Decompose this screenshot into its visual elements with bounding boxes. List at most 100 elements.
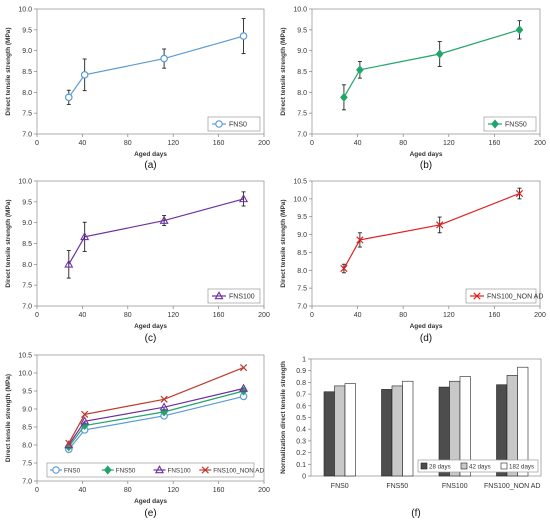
- x-tick-label: 160: [489, 312, 501, 319]
- series-fns100-non-ad: [65, 363, 248, 447]
- series-line: [68, 387, 244, 446]
- data-point: [159, 215, 169, 224]
- series-fns100-non-ad: [340, 187, 524, 274]
- data-point: [515, 25, 524, 35]
- marker-stroke: [473, 292, 481, 300]
- y-tick-label: 7.0: [22, 304, 32, 311]
- y-axis-title: Direct tensile strength (MPa): [280, 27, 287, 115]
- marker-stroke: [436, 221, 444, 229]
- y-tick-label: 7.0: [297, 132, 307, 139]
- data-point: [160, 407, 168, 417]
- legend-label: FNS100: [229, 294, 255, 301]
- y-tick-label: 8.5: [22, 69, 32, 76]
- data-point: [160, 54, 168, 63]
- y-tick-label: 0.3: [296, 438, 306, 445]
- data-point: [239, 32, 248, 40]
- y-tick-label: 8.0: [297, 268, 307, 275]
- data-point: [340, 92, 348, 102]
- legend-label: FNS100: [168, 468, 192, 475]
- x-tick-label: 200: [258, 140, 270, 147]
- chart-panel-a: 7.0 7.5 8.0 8.5 9.0 9.5 10.0 Direct tensile str…: [5, 7, 270, 172]
- x-tick-label: 40: [79, 487, 87, 494]
- y-tick-label: 9.0: [22, 220, 32, 227]
- legend-swatch-marker: [103, 465, 112, 475]
- legend-box: [46, 462, 255, 478]
- series-line: [68, 390, 244, 448]
- legend-label: FNS100_NON AD: [213, 468, 264, 475]
- data-point: [64, 93, 73, 102]
- data-point: [356, 65, 364, 75]
- y-tick-label: 7.5: [22, 111, 32, 118]
- chart-panel-f: 0 0.1 0.2 0.3 0.4 0.5 0.6 0.7 0.8 0.9 1 Normalizati…: [280, 357, 542, 519]
- x-tick-label: 0: [35, 487, 39, 494]
- series-fns100: [64, 191, 249, 279]
- y-tick-label: 10.5: [293, 179, 307, 186]
- x-category-label: FNS100: [442, 483, 468, 490]
- data-point: [81, 410, 89, 419]
- x-category-label: FNS0: [331, 483, 349, 490]
- legend-swatch-marker: [214, 291, 224, 300]
- bar-182-days: [517, 366, 529, 477]
- y-tick-label: 7.0: [297, 304, 307, 311]
- y-tick-label: 7.5: [297, 111, 307, 118]
- y-tick-label: 8.5: [22, 425, 32, 432]
- chart-panel-c: 7.0 7.5 8.0 8.5 9.0 9.5 10.0 Direct tensile str…: [5, 179, 270, 345]
- y-tick-label: 9.5: [297, 214, 307, 221]
- data-point: [65, 439, 73, 447]
- x-axis-title: Aged days: [134, 323, 167, 330]
- y-tick-label: 7.0: [22, 479, 32, 486]
- legend-box: [417, 459, 539, 473]
- y-tick-label: 9.5: [297, 27, 307, 34]
- plot-area-frame: [36, 354, 265, 482]
- y-tick-label: 0.9: [296, 368, 306, 375]
- bar-42-days: [391, 385, 403, 477]
- series-fns0: [64, 18, 248, 105]
- panel-label: (a): [144, 160, 156, 171]
- x-axis-title: Aged days: [410, 323, 443, 330]
- y-tick-label: 8.0: [22, 262, 32, 269]
- y-tick-label: 8.0: [22, 443, 32, 450]
- data-point: [80, 232, 90, 241]
- data-point: [239, 363, 248, 372]
- x-tick-label: 40: [354, 140, 362, 147]
- y-tick-label: 1: [302, 357, 306, 364]
- series-line: [68, 198, 244, 265]
- series-line: [343, 29, 520, 98]
- data-point: [239, 194, 249, 203]
- y-tick-label: 0.2: [296, 450, 306, 457]
- marker-stroke: [81, 410, 89, 419]
- chart-panel-b: 7.0 7.5 8.0 8.5 9.0 9.5 10.0 Direct tensile str…: [280, 7, 546, 172]
- y-tick-label: 9.5: [22, 389, 32, 396]
- x-tick-label: 0: [35, 312, 39, 319]
- legend: 28 days 42 days 182 days: [417, 459, 539, 473]
- bar-28-days: [381, 389, 393, 477]
- panel-label: (c): [145, 333, 157, 344]
- panel-label: (d): [420, 333, 432, 344]
- marker-stroke: [356, 236, 364, 244]
- chart-panel-d: 7.0 7.5 8.0 8.5 9.0 9.5 10.0 10.5 Direct tensile…: [280, 179, 546, 345]
- y-tick-label: 9.0: [297, 232, 307, 239]
- y-tick-label: 0.8: [296, 380, 306, 387]
- data-point: [159, 402, 169, 411]
- legend-label: FNS50: [505, 122, 527, 129]
- x-tick-label: 160: [213, 140, 225, 147]
- x-tick-label: 0: [35, 140, 39, 147]
- plot-area-frame: [36, 180, 265, 307]
- plot-area-frame: [36, 8, 265, 135]
- legend-swatch-marker: [473, 292, 481, 300]
- y-tick-label: 7.5: [297, 286, 307, 293]
- x-tick-label: 200: [258, 312, 270, 319]
- bar-182-days: [459, 376, 471, 477]
- series-fns50: [340, 20, 524, 111]
- legend-swatch-marker: [201, 466, 209, 474]
- x-tick-label: 80: [399, 140, 407, 147]
- legend: FNS0: [207, 116, 261, 132]
- legend-swatch-marker: [52, 466, 60, 474]
- x-tick-label: 160: [213, 312, 225, 319]
- x-axis-title: Aged days: [134, 498, 167, 505]
- x-category-label: FNS50: [386, 483, 408, 490]
- legend-swatch-marker: [154, 465, 165, 474]
- legend-label: FNS0: [229, 122, 247, 129]
- x-tick-label: 80: [124, 487, 132, 494]
